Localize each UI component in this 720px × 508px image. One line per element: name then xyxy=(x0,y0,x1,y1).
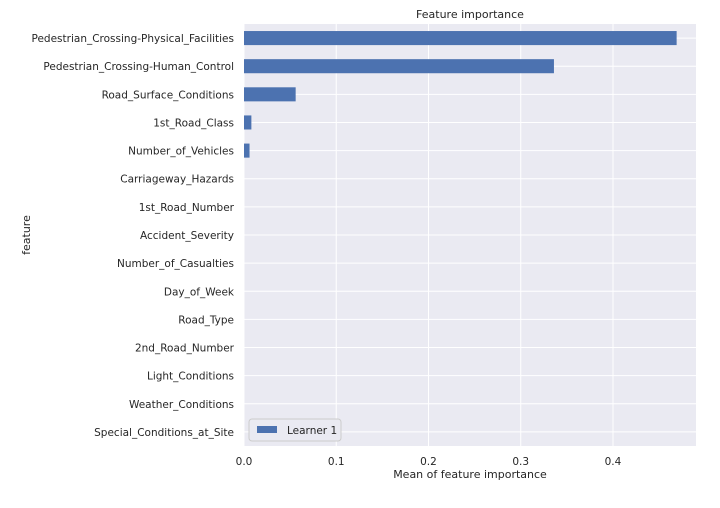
y-tick-labels: Pedestrian_Crossing-Physical_Facilities P… xyxy=(32,33,235,439)
y-tick-label: Light_Conditions xyxy=(147,371,234,383)
bar xyxy=(244,31,677,46)
y-tick-label: Pedestrian_Crossing-Human_Control xyxy=(43,61,234,73)
y-tick-label: 2nd_Road_Number xyxy=(135,343,235,355)
x-axis-title: Mean of feature importance xyxy=(393,468,547,481)
x-tick-label: 0.3 xyxy=(512,456,529,468)
x-tick-label: 0.1 xyxy=(328,456,345,468)
y-tick-label: Road_Surface_Conditions xyxy=(102,89,234,101)
y-tick-label: Special_Conditions_at_Site xyxy=(94,427,234,439)
x-tick-labels: 0.0 0.1 0.2 0.3 0.4 xyxy=(236,456,622,468)
y-tick-label: Weather_Conditions xyxy=(129,399,234,411)
y-tick-label: Accident_Severity xyxy=(140,230,234,242)
x-tick-label: 0.0 xyxy=(236,456,253,468)
bar xyxy=(244,59,554,74)
x-tick-label: 0.2 xyxy=(420,456,437,468)
legend-box xyxy=(248,418,342,442)
y-tick-label: Number_of_Vehicles xyxy=(128,146,234,158)
y-tick-label: Number_of_Casualties xyxy=(117,258,234,270)
y-tick-label: Road_Type xyxy=(178,314,234,326)
x-tick-label: 0.4 xyxy=(605,456,622,468)
y-tick-label: 1st_Road_Number xyxy=(139,202,235,214)
legend: Learner 1 xyxy=(248,418,342,442)
bar xyxy=(244,115,252,130)
y-tick-label: Pedestrian_Crossing-Physical_Facilities xyxy=(32,33,234,45)
chart-title: Feature importance xyxy=(416,8,524,21)
bars xyxy=(244,31,677,158)
y-tick-label: Day_of_Week xyxy=(164,286,235,298)
y-tick-label: 1st_Road_Class xyxy=(153,117,234,129)
bar xyxy=(244,87,296,102)
legend-label: Learner 1 xyxy=(287,425,337,437)
y-axis-title: feature xyxy=(20,215,33,255)
legend-swatch xyxy=(257,426,277,433)
y-tick-label: Carriageway_Hazards xyxy=(120,174,234,186)
bar xyxy=(244,143,250,158)
grid-lines xyxy=(243,24,696,446)
